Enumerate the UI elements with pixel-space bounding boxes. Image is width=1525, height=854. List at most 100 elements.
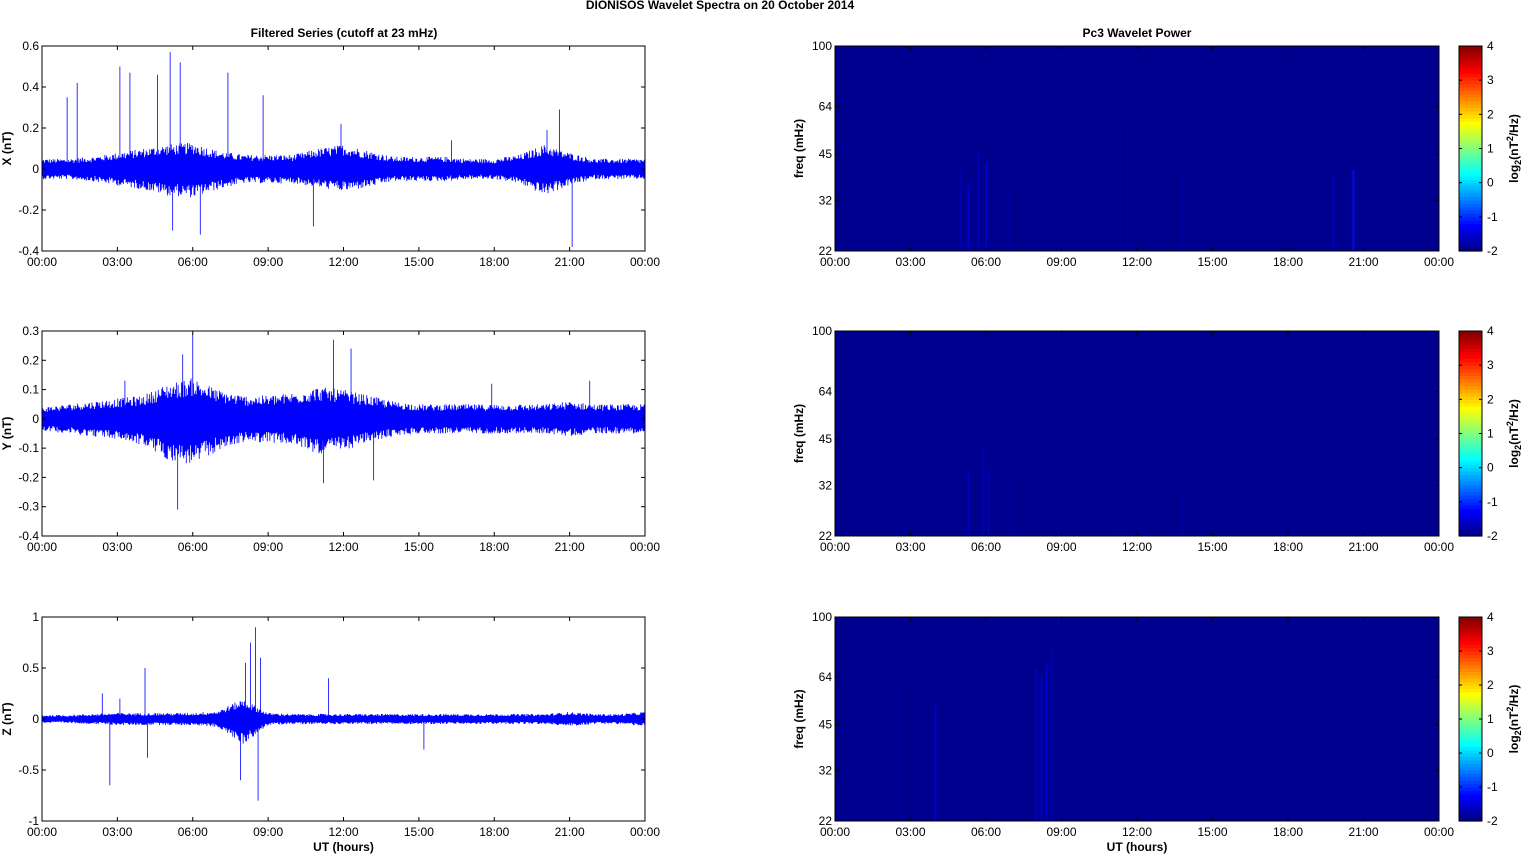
power-streak (1181, 177, 1184, 251)
colorbar-segment (1459, 59, 1482, 64)
colorbar-tick-label: 3 (1487, 73, 1494, 87)
colorbar-segment (1459, 634, 1482, 638)
colorbar-segment (1459, 512, 1482, 517)
y-tick-label: 0 (32, 712, 39, 726)
colorbar-segment (1459, 179, 1482, 184)
colorbar-segment (1459, 467, 1482, 472)
colorbar-segment (1459, 206, 1482, 211)
colorbar-label-part: /Hz) (1507, 399, 1521, 421)
colorbar-segment (1459, 671, 1482, 676)
colorbar-label-part: /Hz) (1507, 114, 1521, 136)
y-tick-label: 0 (32, 162, 39, 176)
right-column-title: Pc3 Wavelet Power (1083, 26, 1192, 40)
colorbar-segment (1459, 515, 1482, 520)
colorbar-tick-label: -1 (1487, 210, 1498, 224)
colorbar-segment (1459, 358, 1482, 363)
x-tick-label: 21:00 (1348, 540, 1378, 554)
colorbar-tick-label: 3 (1487, 358, 1494, 372)
colorbar-segment (1459, 406, 1482, 411)
colorbar-tick-label: 4 (1487, 324, 1494, 338)
y-tick-label: 22 (819, 529, 833, 543)
colorbar-segment (1459, 341, 1482, 346)
colorbar-label-part: log (1507, 735, 1521, 753)
y-tick-label: 32 (819, 478, 833, 492)
spectrogram-2: 00:00 03:00 06:00 09:00 12:00 15:00 18:00 21:00… (792, 324, 1523, 554)
colorbar-segment (1459, 454, 1482, 459)
x-axis-label: UT (hours) (313, 840, 374, 854)
colorbar-segment (1459, 182, 1482, 187)
y-tick-label: 0.1 (22, 383, 39, 397)
y-tick-label: 0 (32, 412, 39, 426)
colorbar-label-part: 2 (1505, 707, 1515, 712)
y-axis-label: Z (nT) (0, 702, 14, 735)
power-streak (987, 469, 990, 536)
x-tick-label: 21:00 (555, 255, 585, 269)
power-streak (1118, 115, 1121, 251)
x-tick-label: 06:00 (178, 540, 208, 554)
y-tick-label: 45 (819, 718, 833, 732)
y-tick-label: 45 (819, 147, 833, 161)
y-tick-label: 0.4 (22, 80, 39, 94)
colorbar-segment (1459, 715, 1482, 720)
colorbar-segment (1459, 522, 1482, 527)
x-tick-label: 00:00 (27, 255, 57, 269)
y-axis-label: X (nT) (0, 132, 14, 166)
series-trace (41, 701, 646, 744)
colorbar-segment (1459, 725, 1482, 730)
colorbar-segment (1459, 423, 1482, 428)
colorbar-segment (1459, 203, 1482, 208)
colorbar-segment (1459, 344, 1482, 349)
x-tick-label: 00:00 (1424, 825, 1454, 839)
colorbar-label-part: 2 (1505, 136, 1515, 141)
colorbar-segment (1459, 651, 1482, 655)
power-streak (967, 184, 970, 251)
power-streak (985, 163, 987, 251)
power-streak (1181, 494, 1184, 536)
y-tick-label: -0.2 (18, 470, 39, 484)
x-tick-label: 12:00 (328, 540, 358, 554)
colorbar-label: log2(nT2/Hz) (1505, 685, 1523, 754)
colorbar-segment (1459, 759, 1482, 764)
y-tick-label: 22 (819, 244, 833, 258)
y-tick-label: -0.5 (18, 763, 39, 777)
x-tick-label: 15:00 (1197, 255, 1227, 269)
power-streak (1045, 665, 1048, 821)
colorbar-segment (1459, 141, 1482, 146)
x-tick-label: 21:00 (1348, 255, 1378, 269)
colorbar-segment (1459, 49, 1482, 54)
plots-group: 00:00 03:00 06:00 09:00 12:00 15:00 18:00 21:00… (0, 39, 1523, 854)
colorbar-segment (1459, 644, 1482, 649)
colorbar-segment (1459, 766, 1482, 771)
colorbar-segment (1459, 372, 1482, 377)
y-tick-label: -0.2 (18, 203, 39, 217)
colorbar-segment (1459, 691, 1482, 696)
x-tick-label: 06:00 (178, 255, 208, 269)
x-tick-label: 09:00 (253, 255, 283, 269)
colorbar-segment (1459, 128, 1482, 133)
colorbar-segment (1459, 742, 1482, 747)
colorbar-segment (1459, 223, 1482, 228)
colorbar-segment (1459, 83, 1482, 88)
series-plot-1: 00:00 03:00 06:00 09:00 12:00 15:00 18:00 21:00… (0, 39, 660, 269)
colorbar-segment (1459, 712, 1482, 717)
colorbar-segment (1459, 237, 1482, 242)
colorbar-segment (1459, 56, 1482, 61)
spectrogram-background (835, 331, 1439, 536)
colorbar-segment (1459, 365, 1482, 370)
x-tick-label: 00:00 (630, 540, 660, 554)
colorbar-segment (1459, 375, 1482, 380)
colorbar-segment (1459, 172, 1482, 177)
x-tick-label: 18:00 (1273, 825, 1303, 839)
y-axis-label: freq (mHz) (792, 404, 806, 463)
colorbar-segment (1459, 155, 1482, 160)
colorbar-label-part: (nT (1507, 426, 1521, 445)
colorbar-segment (1459, 395, 1482, 400)
colorbar-segment (1459, 498, 1482, 503)
colorbar-segment (1459, 793, 1482, 798)
colorbar-segment (1459, 165, 1482, 170)
colorbar-segment (1459, 162, 1482, 167)
figure-title: DIONISOS Wavelet Spectra on 20 October 2… (586, 0, 855, 12)
power-streak (959, 170, 962, 251)
colorbar-segment (1459, 110, 1482, 115)
colorbar-segment (1459, 800, 1482, 805)
